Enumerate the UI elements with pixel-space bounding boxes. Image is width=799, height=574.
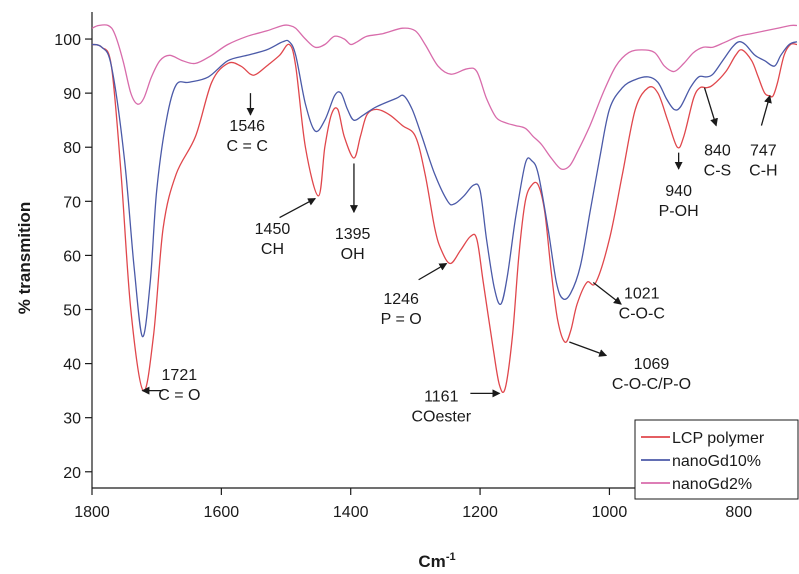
annotation-arrow (418, 262, 448, 281)
x-tick-label: 800 (725, 504, 752, 521)
annotation-label: COester (411, 408, 471, 425)
annotation-label: 747 (750, 142, 777, 159)
x-axis-title: Cm-1 (418, 551, 455, 571)
y-tick-label: 30 (63, 411, 81, 428)
y-tick-label: 100 (54, 32, 81, 49)
annotation-label: 1395 (335, 226, 371, 243)
y-axis-title: % transmition (15, 202, 34, 314)
annotation-label: P-OH (659, 203, 699, 220)
y-axis-ticks: 20 30 40 50 60 70 80 90 100 (54, 32, 92, 482)
legend-label: LCP polymer (672, 430, 765, 447)
annotation-label: 1721 (162, 367, 198, 384)
x-tick-label: 1000 (592, 504, 628, 521)
series-line-2 (91, 39, 798, 338)
y-tick-label: 20 (63, 465, 81, 482)
y-tick-label: 70 (63, 194, 81, 211)
y-tick-label: 60 (63, 248, 81, 265)
annotation-label: 1246 (383, 291, 419, 308)
y-tick-label: 50 (63, 303, 81, 320)
x-axis-title-main: Cm (418, 552, 445, 571)
annotation-label: OH (341, 246, 365, 263)
series-line-3 (91, 24, 798, 171)
x-tick-label: 1200 (462, 504, 498, 521)
annotation-label: C = C (227, 138, 268, 155)
annotation-label: C-S (704, 162, 732, 179)
annotation-label: 1450 (255, 221, 291, 238)
annotation-arrow (592, 281, 622, 305)
annotation-label: CH (261, 241, 284, 258)
x-axis-title-superscript: -1 (446, 551, 456, 563)
annotation-label: 1069 (634, 356, 670, 373)
legend-label: nanoGd10% (672, 453, 761, 470)
legend-label: nanoGd2% (672, 476, 752, 493)
annotation-label: C-O-C/P-O (612, 376, 691, 393)
y-tick-label: 90 (63, 86, 81, 103)
annotation-label: 1021 (624, 286, 660, 303)
annotation-arrow (279, 198, 317, 219)
annotation-label: P = O (381, 311, 422, 328)
annotation-arrow (569, 341, 608, 357)
annotation-label: 1546 (229, 118, 265, 135)
annotation-arrow (760, 94, 772, 126)
annotation-label: C = O (158, 387, 200, 404)
series-layer (91, 24, 798, 394)
x-tick-label: 1600 (204, 504, 240, 521)
annotation-label: 940 (665, 183, 692, 200)
legend: LCP polymer nanoGd10% nanoGd2% (634, 419, 799, 500)
annotation-arrow (703, 87, 718, 127)
annotation-label: 1161 (424, 388, 459, 405)
y-tick-label: 80 (63, 140, 81, 157)
annotation-layer: 1721 C = O 1546 C = C 1450 CH 1395 OH 1246 P = O 1… (141, 87, 778, 425)
annotation-label: 840 (704, 142, 731, 159)
x-tick-label: 1400 (333, 504, 369, 521)
x-axis-ticks: 1800 1600 1400 1200 1000 800 (74, 488, 752, 521)
annotation-label: C-H (749, 162, 777, 179)
series-line-1 (91, 43, 798, 394)
y-tick-label: 40 (63, 357, 81, 374)
annotation-label: C-O-C (619, 306, 665, 323)
x-tick-label: 1800 (74, 504, 110, 521)
